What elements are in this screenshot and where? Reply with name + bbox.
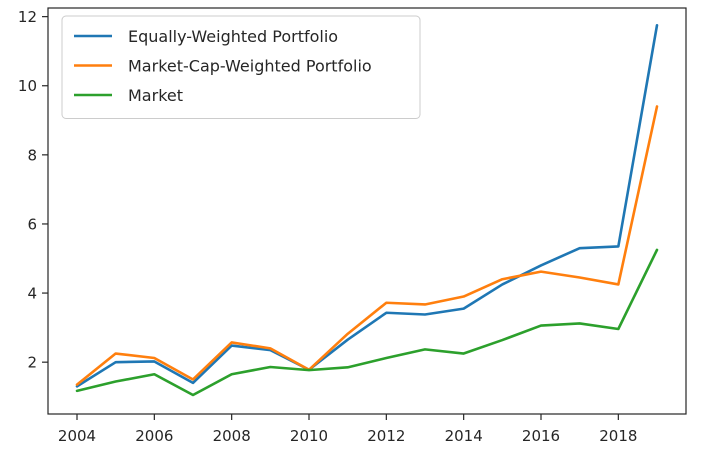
series-line-3 [75, 248, 659, 397]
x-tick-label: 2006 [135, 427, 173, 445]
y-tick-label: 8 [27, 146, 37, 164]
series-group [75, 23, 659, 397]
y-tick-label: 2 [27, 354, 37, 372]
legend-label-1: Equally-Weighted Portfolio [128, 27, 338, 46]
y-tick-label: 12 [18, 8, 37, 26]
x-tick-label: 2004 [58, 427, 96, 445]
x-tick-label: 2012 [367, 427, 405, 445]
x-tick-label: 2010 [290, 427, 328, 445]
legend-box [61, 15, 421, 119]
plot-frame [47, 7, 687, 415]
x-tick-label: 2008 [213, 427, 251, 445]
series-line-2 [75, 105, 659, 386]
legend-label-2: Market-Cap-Weighted Portfolio [128, 57, 372, 76]
x-tick-label: 2016 [522, 427, 560, 445]
y-tick-label: 6 [27, 215, 37, 233]
y-tick-label: 10 [18, 77, 37, 95]
x-tick-label: 2018 [599, 427, 637, 445]
legend: Equally-Weighted Portfolio Market-Cap-Wei… [61, 15, 421, 119]
legend-label-3: Market [128, 86, 183, 105]
y-tick-label: 4 [27, 285, 37, 303]
series-line-1 [75, 23, 659, 388]
x-tick-label: 2014 [445, 427, 483, 445]
